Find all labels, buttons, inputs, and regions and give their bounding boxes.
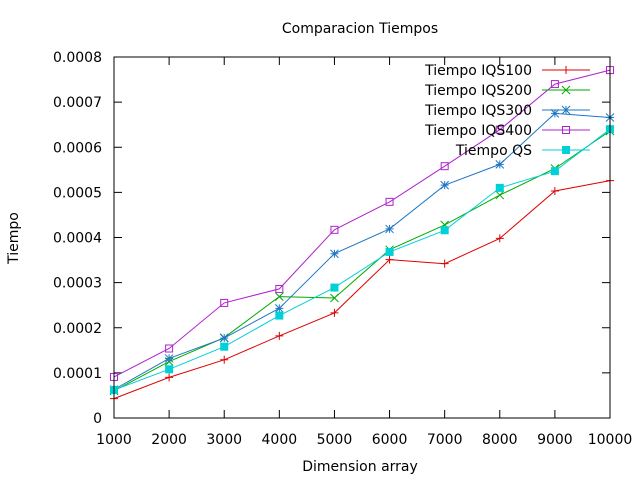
x-tick-label: 10000 (588, 432, 633, 448)
y-tick-label: 0.0008 (53, 50, 102, 66)
data-point (440, 259, 449, 268)
data-point (385, 197, 394, 206)
series-line (113, 180, 611, 400)
data-point (550, 167, 559, 176)
series-lines (113, 69, 611, 400)
data-point (330, 249, 339, 259)
data-point (274, 292, 284, 301)
x-tick-label: 6000 (372, 432, 408, 448)
x-tick-label: 3000 (206, 432, 242, 448)
y-axis-label: Tiempo (6, 212, 22, 265)
data-point (562, 146, 570, 154)
data-point (275, 311, 284, 320)
data-point (165, 365, 174, 374)
data-point (385, 247, 394, 256)
y-tick-label: 0.0003 (53, 276, 102, 292)
data-point (274, 303, 284, 313)
data-point (275, 331, 284, 340)
data-point (561, 85, 571, 95)
axis-ticks: 0 0.0001 0.0002 0.0003 0.0004 0.0005 0.0006 0.0… (53, 50, 632, 448)
x-tick-label: 5000 (317, 432, 353, 448)
x-tick-label: 8000 (482, 432, 518, 448)
data-point (330, 308, 339, 317)
series-line (113, 69, 611, 378)
legend-label: Tiempo IQS400 (424, 123, 532, 139)
series-markers (109, 66, 615, 403)
y-tick-label: 0.0006 (53, 140, 102, 156)
legend-label: Tiempo QS (455, 143, 532, 159)
data-point (220, 355, 229, 364)
series-line (113, 130, 611, 392)
legend: Tiempo IQS100 Tiempo IQS200 Tiempo IQS300 T… (424, 63, 590, 159)
y-tick-label: 0.0007 (53, 95, 102, 111)
data-point (440, 180, 450, 190)
series-line (113, 128, 611, 391)
y-tick-label: 0.0002 (53, 321, 102, 337)
x-tick-label: 1000 (96, 432, 132, 448)
y-tick-label: 0 (93, 411, 102, 427)
legend-label: Tiempo IQS200 (424, 83, 532, 99)
data-point (385, 224, 394, 234)
data-point (561, 105, 571, 115)
legend-label: Tiempo IQS100 (424, 63, 532, 79)
data-point (562, 66, 570, 74)
data-point (495, 234, 504, 243)
x-tick-label: 7000 (427, 432, 463, 448)
x-axis-label: Dimension array (302, 459, 418, 475)
data-point (330, 293, 339, 303)
series-line (113, 112, 611, 391)
x-tick-label: 2000 (151, 432, 187, 448)
data-point (550, 80, 559, 89)
chart-title: Comparacion Tiempos (282, 21, 438, 37)
x-tick-label: 4000 (262, 432, 298, 448)
y-tick-label: 0.0004 (53, 231, 102, 247)
data-point (495, 183, 504, 192)
data-point (220, 298, 229, 307)
data-point (495, 125, 504, 134)
data-point (275, 284, 284, 293)
data-point (550, 109, 560, 118)
data-point (330, 225, 339, 234)
data-point (562, 126, 570, 134)
data-point (164, 354, 174, 363)
data-point (440, 226, 449, 235)
data-point (330, 283, 339, 292)
y-tick-label: 0.0005 (53, 185, 102, 201)
data-point (219, 333, 229, 343)
y-tick-label: 0.0001 (53, 366, 102, 382)
data-point (165, 344, 174, 353)
x-tick-label: 9000 (537, 432, 573, 448)
data-point (495, 160, 505, 169)
data-point (165, 373, 174, 382)
data-point (440, 162, 449, 171)
plot-frame (113, 56, 611, 419)
legend-label: Tiempo IQS300 (424, 103, 532, 119)
data-point (550, 187, 559, 196)
data-point (220, 342, 229, 351)
data-point (495, 190, 505, 200)
data-point (385, 255, 394, 264)
